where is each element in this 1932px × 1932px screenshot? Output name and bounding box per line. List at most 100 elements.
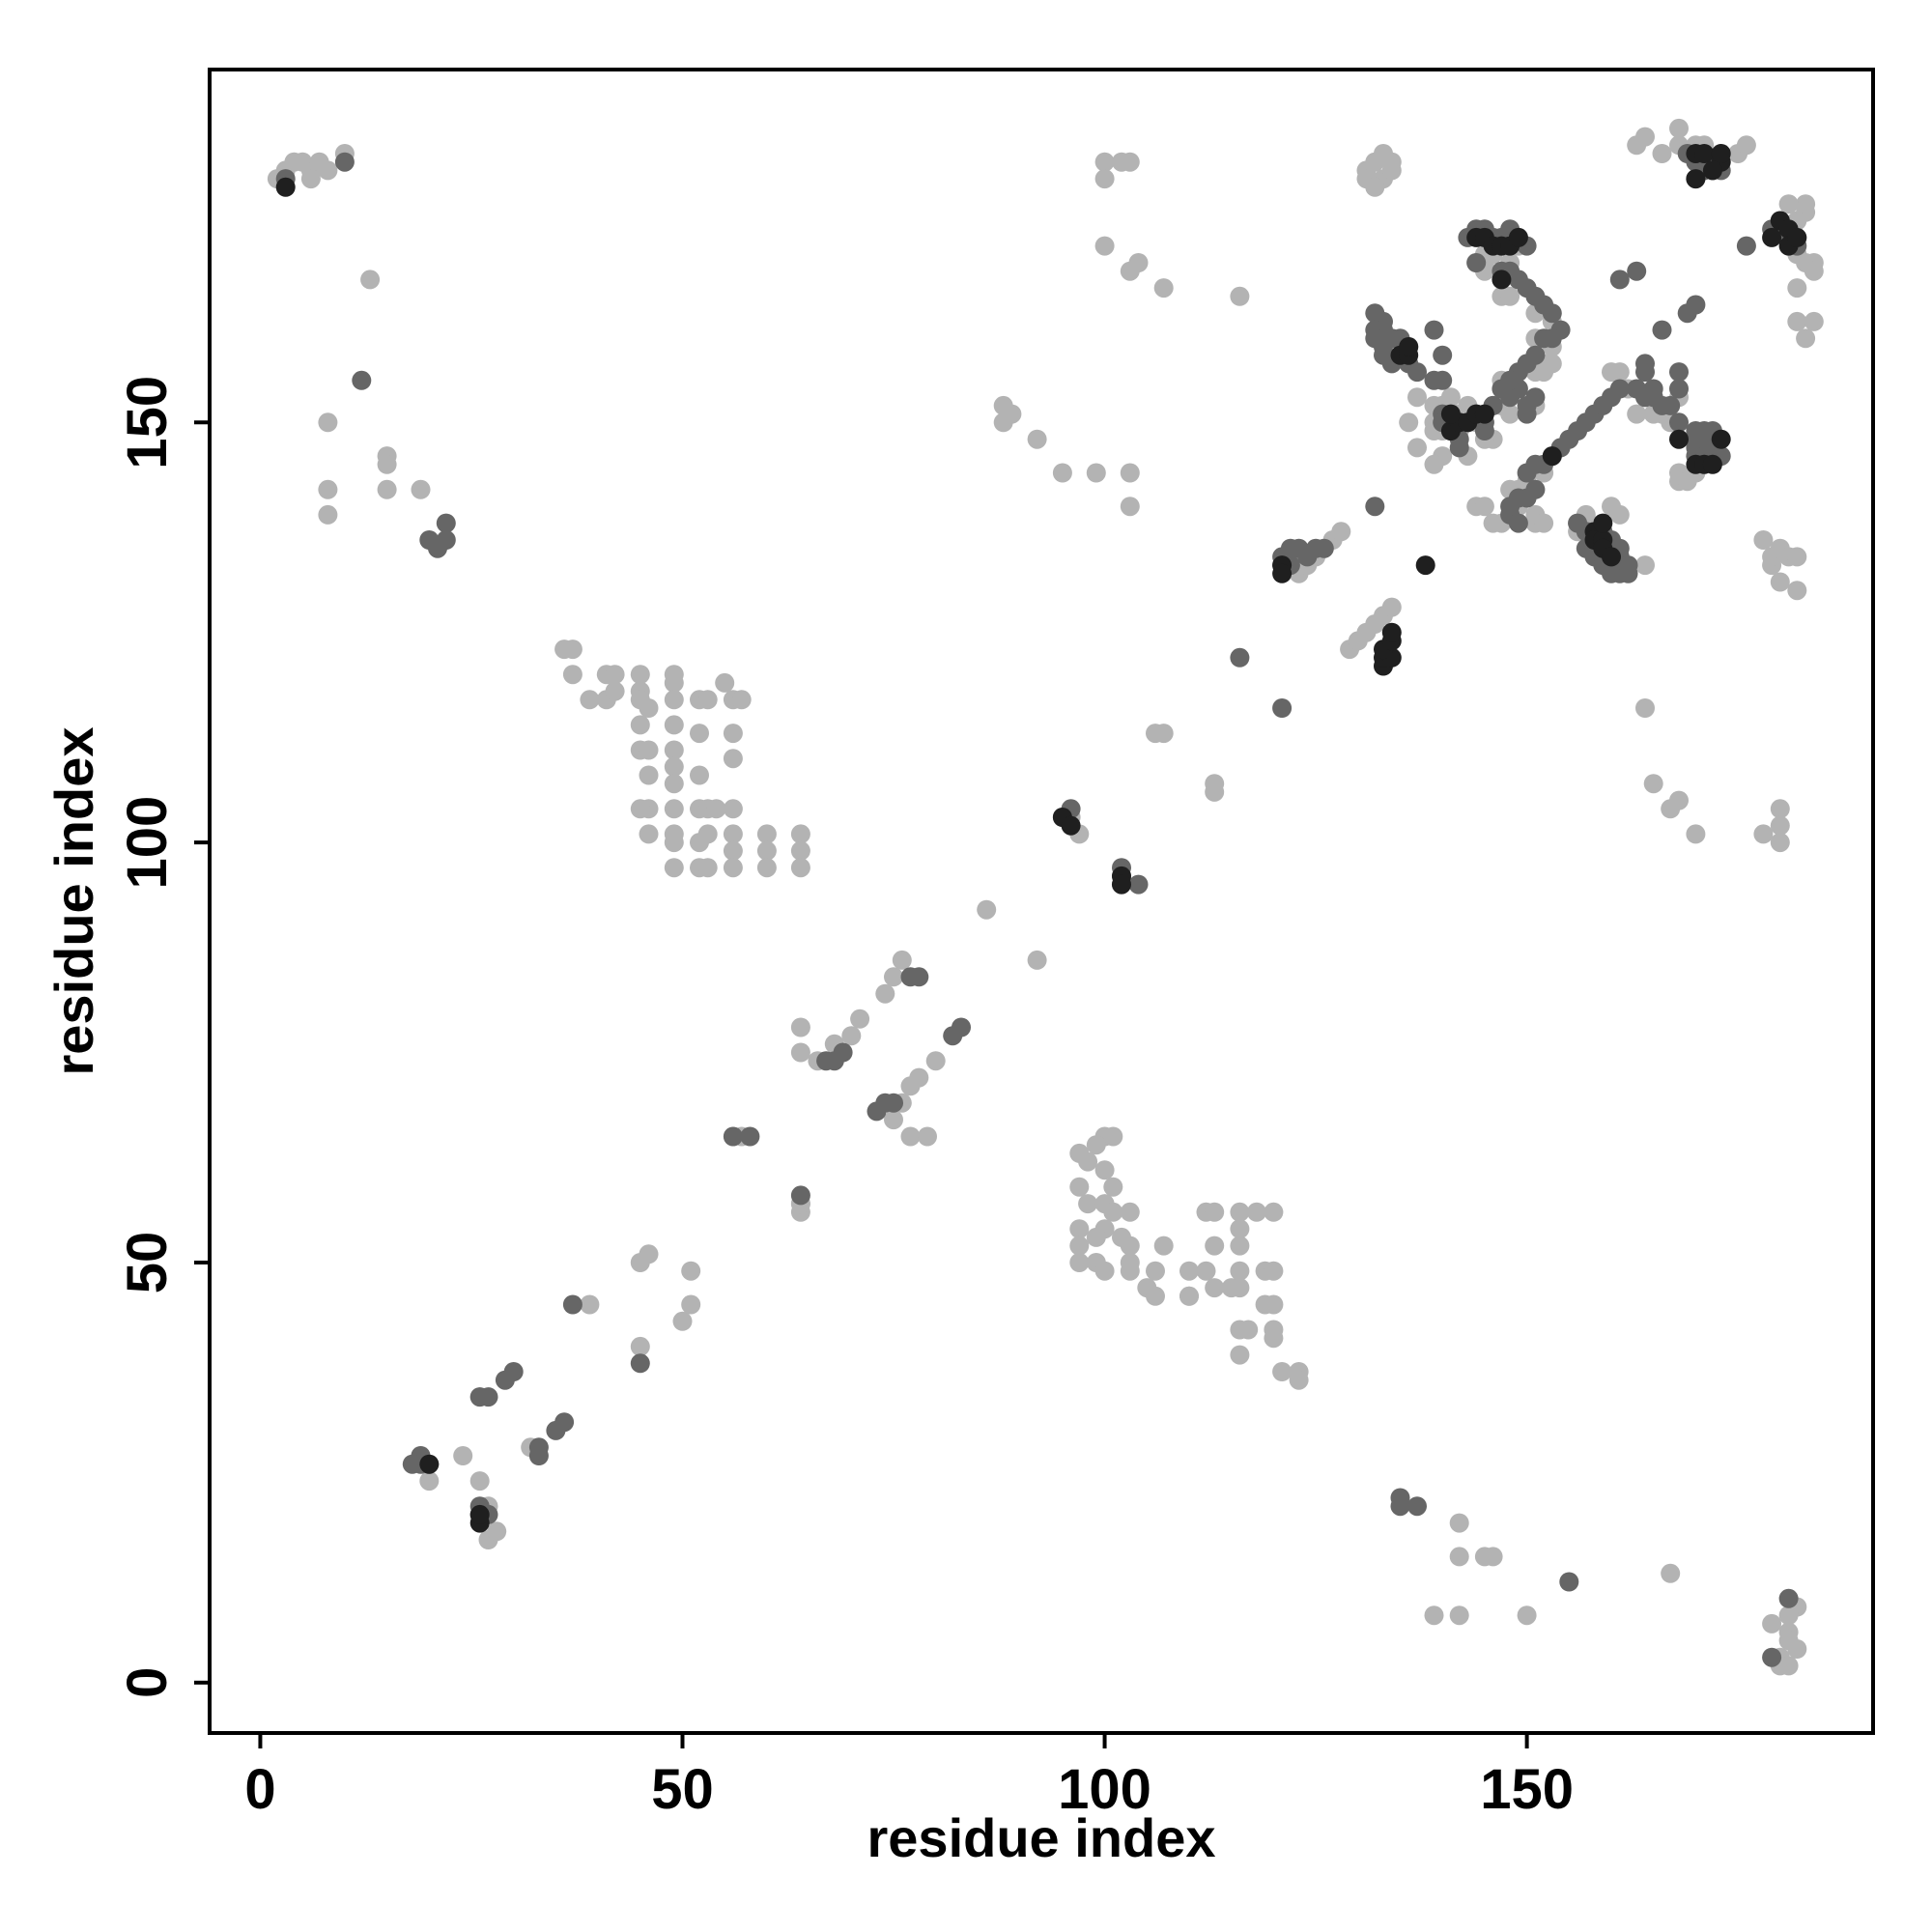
data-points [267, 118, 1824, 1676]
data-point-light-208 [1804, 311, 1824, 331]
data-point-dark-1 [419, 1454, 440, 1474]
data-point-light-7 [300, 169, 321, 189]
data-point-medium-68 [1433, 345, 1453, 365]
data-point-medium-32 [884, 1093, 903, 1113]
data-point-light-53 [706, 799, 726, 819]
data-point-light-167 [1627, 404, 1647, 424]
data-point-medium-179 [1736, 236, 1756, 256]
data-point-light-65 [723, 840, 743, 861]
x-tick-label-150: 150 [1480, 1758, 1574, 1821]
data-point-light-339 [977, 899, 997, 920]
data-point-light-308 [487, 1521, 507, 1542]
data-point-medium-153 [1618, 555, 1638, 576]
data-point-light-207 [1796, 328, 1816, 349]
data-point-light-82 [1120, 152, 1140, 172]
data-point-light-258 [1146, 1286, 1165, 1306]
data-point-light-49 [690, 724, 709, 744]
data-point-light-80 [1094, 169, 1115, 189]
data-point-light-158 [1635, 555, 1655, 576]
data-point-light-272 [1230, 1202, 1250, 1222]
y-tick-label-100: 100 [116, 796, 179, 890]
data-point-light-92 [1205, 781, 1225, 802]
data-point-light-286 [1289, 1370, 1309, 1390]
data-point-medium-50 [1314, 538, 1334, 558]
data-point-light-289 [1449, 1513, 1469, 1533]
data-point-light-269 [1230, 1278, 1250, 1298]
data-point-light-122 [1407, 387, 1427, 408]
data-point-light-219 [1331, 522, 1351, 542]
data-point-light-256 [1153, 1236, 1174, 1256]
y-tick-label-0: 0 [116, 1667, 179, 1698]
data-point-light-18 [562, 639, 582, 660]
data-point-medium-66 [1407, 362, 1427, 383]
data-point-medium-164 [1762, 1647, 1782, 1667]
data-point-light-37 [664, 672, 684, 693]
y-axis-label: residue index [43, 726, 104, 1075]
data-point-medium-103 [1534, 328, 1554, 349]
data-point-light-68 [756, 840, 777, 861]
data-point-dark-55 [1415, 555, 1435, 576]
data-point-dark-43 [1711, 429, 1731, 449]
data-point-medium-167 [1627, 261, 1647, 281]
data-point-light-66 [723, 858, 743, 878]
data-point-light-333 [909, 1067, 929, 1088]
data-point-light-255 [1146, 1261, 1165, 1281]
data-point-light-24 [605, 665, 625, 685]
data-point-dark-7 [1112, 874, 1131, 895]
data-point-light-60 [731, 690, 752, 710]
data-point-light-266 [1205, 1278, 1225, 1298]
data-point-light-78 [1086, 463, 1106, 483]
data-point-light-113 [1424, 454, 1444, 474]
data-point-light-101 [1381, 160, 1402, 181]
data-point-light-187 [1753, 530, 1774, 550]
data-point-light-131 [1500, 286, 1520, 306]
data-point-light-261 [1179, 1286, 1199, 1306]
data-point-light-123 [1407, 438, 1427, 458]
data-point-light-38 [664, 690, 684, 710]
data-point-light-67 [756, 824, 777, 844]
data-point-light-294 [1661, 1563, 1681, 1583]
data-point-light-248 [1069, 1236, 1090, 1256]
data-point-light-50 [690, 765, 709, 785]
data-point-light-242 [1103, 1202, 1123, 1222]
data-point-light-211 [1770, 833, 1790, 853]
data-point-medium-43 [1230, 647, 1250, 668]
data-point-light-149 [1534, 513, 1554, 533]
data-point-light-239 [1069, 1177, 1090, 1197]
data-point-medium-127 [1661, 395, 1681, 415]
data-point-light-165 [1609, 362, 1630, 383]
data-point-light-6 [318, 160, 338, 181]
data-point-light-156 [1609, 504, 1630, 525]
data-point-medium-165 [1778, 1588, 1799, 1608]
data-point-medium-4 [436, 513, 456, 533]
data-point-light-186 [1736, 135, 1756, 156]
data-point-medium-19 [503, 1362, 524, 1381]
data-point-light-15 [377, 479, 397, 499]
data-point-light-87 [1120, 463, 1140, 483]
data-point-light-35 [639, 824, 659, 844]
data-point-medium-12 [402, 1454, 422, 1474]
y-tick-label-150: 150 [116, 376, 179, 469]
data-point-light-90 [1153, 724, 1174, 744]
data-point-light-227 [1440, 387, 1461, 408]
data-point-dark-53 [1762, 227, 1782, 247]
data-point-light-163 [1686, 824, 1706, 844]
data-point-medium-26 [790, 1185, 810, 1206]
data-point-dark-24 [1474, 404, 1494, 424]
data-point-light-284 [1272, 1362, 1293, 1381]
data-point-light-62 [723, 749, 743, 769]
data-point-light-200 [1778, 194, 1799, 214]
data-point-light-162 [1669, 790, 1689, 810]
data-point-medium-187 [1635, 354, 1655, 374]
data-point-medium-1 [334, 152, 355, 172]
data-point-light-45 [664, 833, 684, 853]
data-point-dark-49 [1686, 169, 1706, 189]
data-point-dark-36 [1593, 513, 1613, 533]
data-point-light-317 [639, 1244, 659, 1264]
data-point-light-212 [1753, 824, 1774, 844]
data-point-medium-29 [833, 1042, 853, 1063]
data-point-light-327 [841, 1026, 862, 1046]
data-point-medium-2 [352, 370, 372, 390]
data-point-medium-70 [1433, 370, 1453, 390]
